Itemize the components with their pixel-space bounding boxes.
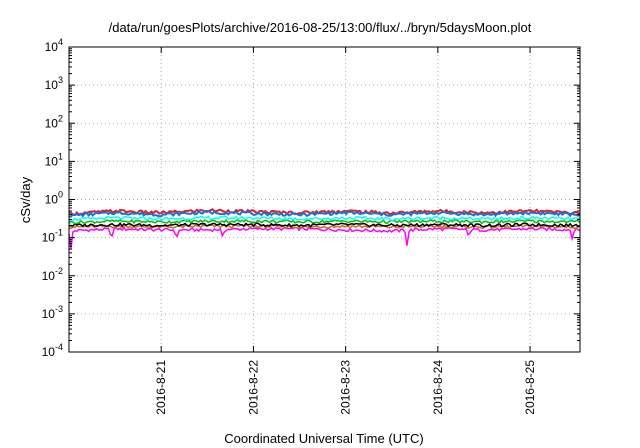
y-tick-label: 101 [45,151,63,168]
y-axis: 10-4 10-3 10-2 10-1 100 101 102 103 104 [42,37,580,359]
chart-title: /data/run/goesPlots/archive/2016-08-25/1… [108,20,532,35]
y-axis-label: cSv/day [18,176,33,223]
y-tick-label: 10-3 [42,304,63,321]
series-lines [68,208,581,249]
series-line [68,226,581,249]
x-axis: 2016-8-21 2016-8-22 2016-8-23 2016-8-24 2016… [154,47,537,415]
x-axis-label: Coordinated Universal Time (UTC) [224,431,423,446]
series-line [68,215,581,222]
x-tick-label: 2016-8-22 [246,360,260,415]
y-tick-label: 10-2 [42,266,63,283]
y-tick-label: 102 [45,113,63,130]
x-tick-label: 2016-8-24 [431,360,445,415]
series-line [68,218,581,225]
y-tick-label: 103 [45,75,63,92]
series-line [68,209,581,218]
y-tick-label: 100 [45,190,63,207]
series-line [68,208,581,216]
y-tick-label: 10-1 [42,228,63,245]
y-tick-label: 10-4 [42,342,63,359]
series-line [68,221,581,228]
x-tick-label: 2016-8-25 [523,360,537,415]
x-tick-label: 2016-8-21 [154,360,168,415]
y-tick-label: 104 [45,37,63,54]
grid-lines [69,47,580,352]
x-tick-label: 2016-8-23 [339,360,353,415]
